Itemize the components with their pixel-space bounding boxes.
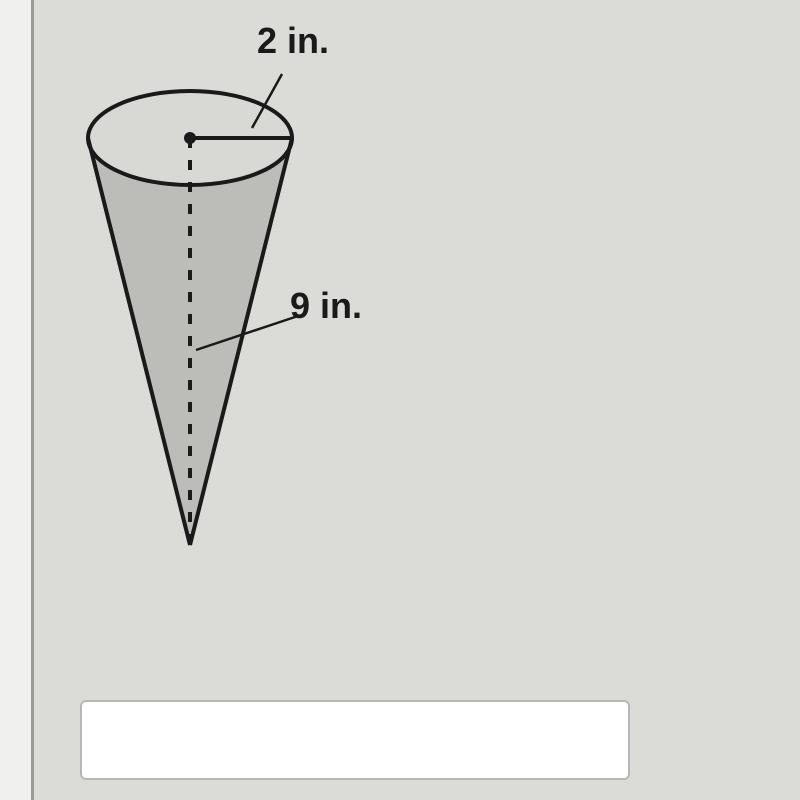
cone-svg [50,20,750,660]
answer-input[interactable] [80,700,630,780]
cone-diagram: 2 in. 9 in. [50,20,750,660]
radius-label: 2 in. [257,20,329,62]
left-panel [0,0,34,800]
height-label: 9 in. [290,285,362,327]
